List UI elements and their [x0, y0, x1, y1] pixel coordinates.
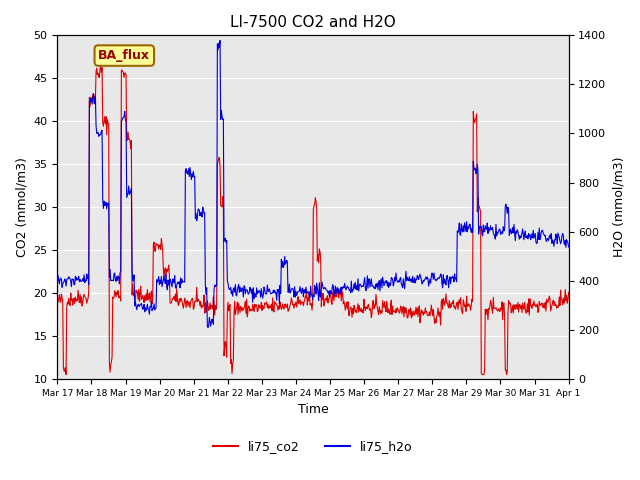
Y-axis label: CO2 (mmol/m3): CO2 (mmol/m3): [15, 157, 28, 257]
Text: BA_flux: BA_flux: [99, 49, 150, 62]
Y-axis label: H2O (mmol/m3): H2O (mmol/m3): [612, 157, 625, 257]
Legend: li75_co2, li75_h2o: li75_co2, li75_h2o: [208, 435, 418, 458]
X-axis label: Time: Time: [298, 403, 328, 416]
Title: LI-7500 CO2 and H2O: LI-7500 CO2 and H2O: [230, 15, 396, 30]
